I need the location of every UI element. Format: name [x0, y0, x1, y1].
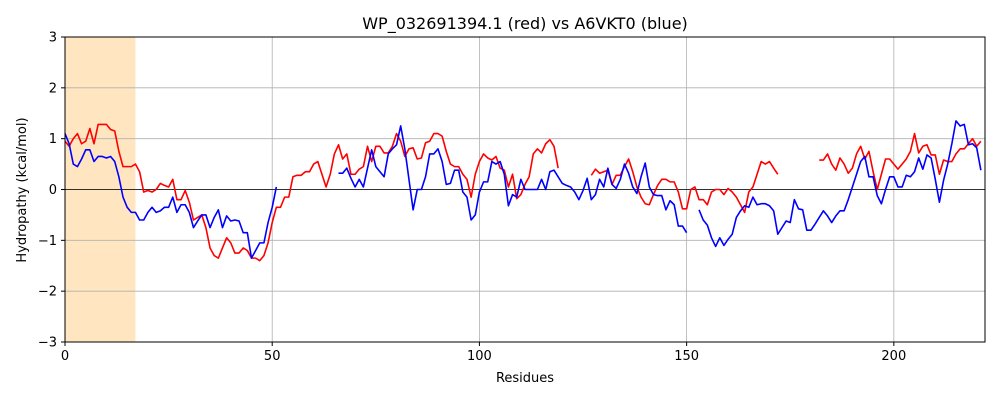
y-tick-label: −1 [38, 234, 57, 249]
y-tick-label: 3 [49, 31, 57, 46]
x-tick-label: 200 [881, 349, 906, 364]
x-axis-label: Residues [496, 371, 554, 386]
tick-layer: 0 50 100 150 200 −3 −2 −1 0 1 2 3 [38, 31, 906, 365]
chart-title: WP_032691394.1 (red) vs A6VKT0 (blue) [362, 14, 688, 34]
x-tick-label: 0 [61, 349, 69, 364]
series-layer [64, 120, 982, 262]
y-tick-label: 1 [49, 132, 57, 147]
y-axis-label: Hydropathy (kcal/mol) [15, 117, 30, 262]
x-tick-label: 150 [674, 349, 699, 364]
y-tick-label: −3 [38, 336, 57, 351]
y-tick-label: −2 [38, 285, 57, 300]
series-line-1 [64, 120, 982, 259]
x-tick-label: 50 [264, 349, 281, 364]
y-tick-label: 0 [49, 183, 57, 198]
y-tick-label: 2 [49, 81, 57, 96]
x-tick-label: 100 [467, 349, 492, 364]
